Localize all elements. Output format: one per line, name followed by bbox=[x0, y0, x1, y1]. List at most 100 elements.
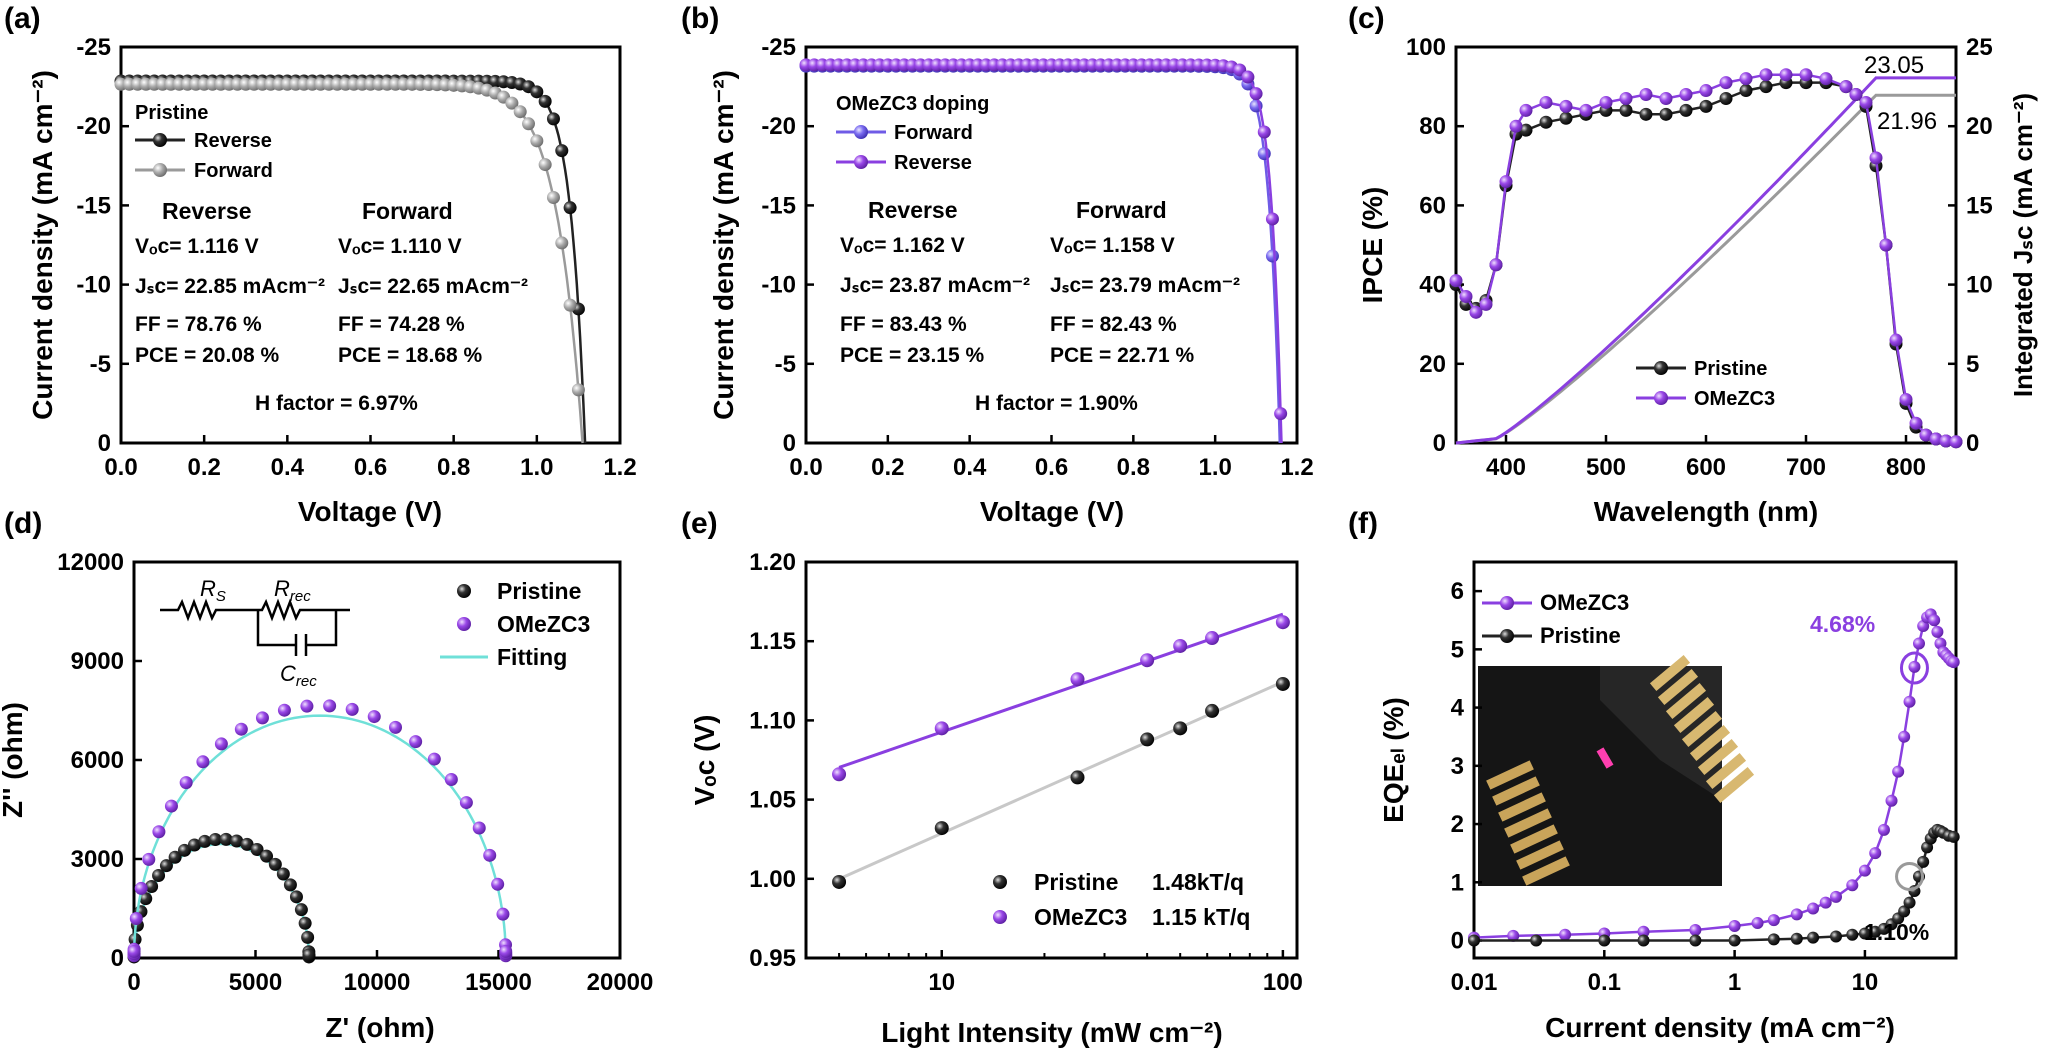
x-tick-label-a-2: 0.4 bbox=[271, 454, 305, 481]
y-tick-label-e-1: 1.00 bbox=[749, 866, 796, 893]
x-tick-label-c-2: 600 bbox=[1686, 454, 1726, 481]
data-point-f-omezc3-26 bbox=[1928, 614, 1941, 627]
y-tick-label-a-3: -15 bbox=[76, 192, 111, 219]
x-tick-label-a-0: 0.0 bbox=[104, 454, 137, 481]
b-rev-jsc: Jₛᴄ= 23.87 mAcm⁻² bbox=[840, 274, 1030, 297]
inset-photo bbox=[1478, 655, 1755, 886]
inset-pin-right-0 bbox=[1649, 655, 1691, 691]
legend-e-pristine-slope: 1.48kT/q bbox=[1152, 869, 1244, 895]
y-tick-label-b-2: -10 bbox=[761, 272, 796, 299]
legend-title-a: Pristine bbox=[135, 102, 208, 124]
data-point-f-omezc3-22 bbox=[1912, 637, 1925, 650]
plot-frame-f bbox=[1472, 560, 1958, 960]
y-tick-label-c-0: 0 bbox=[1433, 430, 1446, 457]
data-point-c-omezc3-10 bbox=[1579, 103, 1593, 117]
y-tick-label-c-1: 20 bbox=[1419, 351, 1446, 378]
legend-f-omezc3: OMeZC3 bbox=[1540, 590, 1629, 615]
data-point-c-omezc3-34 bbox=[1949, 435, 1963, 449]
series-line-a-reverse bbox=[121, 79, 587, 444]
data-point-a-forward-55 bbox=[571, 383, 585, 397]
legend-d-pristine: Pristine bbox=[497, 578, 581, 604]
b-fwd-pce: PCE = 22.71 % bbox=[1050, 344, 1194, 367]
data-point-d-pristine-8 bbox=[168, 850, 182, 864]
inset-pin-left-5 bbox=[1516, 840, 1564, 870]
y-tick-label-a-1: -5 bbox=[90, 351, 111, 378]
x-tick-label-b-1: 0.2 bbox=[871, 454, 904, 481]
x-ticks-c: 400 500 600 700 800 bbox=[1486, 435, 1926, 481]
data-point-f-pristine-28 bbox=[1947, 830, 1960, 843]
data-point-b-reverse-56 bbox=[1257, 125, 1271, 139]
data-point-a-reverse-54 bbox=[563, 201, 577, 215]
data-point-c-omezc3-28 bbox=[1889, 333, 1903, 347]
x-tick-label-c-1: 500 bbox=[1586, 454, 1626, 481]
data-point-f-pristine-0 bbox=[1468, 934, 1480, 947]
data-point-d-pristine-22 bbox=[294, 903, 308, 917]
legend-marker-a-reverse bbox=[153, 133, 167, 147]
x-ticks-a: 0.0 0.2 0.4 0.6 0.8 1.0 1.2 bbox=[104, 435, 637, 481]
b-fwd-head: Forward bbox=[1076, 197, 1167, 223]
x-tick-label-a-4: 0.8 bbox=[437, 454, 470, 481]
legend-marker-b-forward bbox=[854, 125, 868, 139]
y-tick-label-a-4: -20 bbox=[76, 113, 111, 140]
inset-emission-spot bbox=[1596, 747, 1614, 769]
x-tick-label-f-3: 10 bbox=[1852, 969, 1879, 996]
data-point-d-pristine-10 bbox=[187, 838, 201, 852]
x-tick-label-b-4: 0.8 bbox=[1117, 454, 1150, 481]
a-fwd-pce: PCE = 18.68 % bbox=[338, 344, 482, 367]
y-tick-label-b-3: -15 bbox=[761, 192, 796, 219]
circuit-rrec-label: Rrec bbox=[274, 576, 311, 605]
data-point-d-omezc3-16 bbox=[389, 720, 403, 734]
y-tick-label-a-2: -10 bbox=[76, 272, 111, 299]
x-tick-label-b-6: 1.2 bbox=[1280, 454, 1313, 481]
x-axis-label-e: Light Intensity (mW cm⁻²) bbox=[881, 1017, 1222, 1048]
legend-f: OMeZC3 Pristine bbox=[1482, 590, 1629, 648]
legend-f-pristine: Pristine bbox=[1540, 623, 1621, 648]
data-point-d-pristine-31 bbox=[302, 948, 316, 962]
circuit-rs-label: RS bbox=[200, 576, 226, 605]
inset-pin-right-5 bbox=[1689, 725, 1731, 761]
inset-pin-right-8 bbox=[1713, 767, 1755, 803]
a-fwd-jsc: Jₛᴄ= 22.65 mAcm⁻² bbox=[338, 275, 528, 298]
y-tick-label-f-1: 1 bbox=[1451, 869, 1464, 896]
panel-label-f: (f) bbox=[1348, 507, 1378, 540]
inset-pin-right-4 bbox=[1681, 711, 1723, 747]
series-group-d bbox=[127, 699, 513, 964]
series-group-c bbox=[1449, 68, 1963, 449]
x-tick-label-a-5: 1.0 bbox=[520, 454, 553, 481]
a-fwd-voc: Vₒᴄ= 1.110 V bbox=[338, 235, 462, 258]
data-point-f-omezc3-2 bbox=[1559, 928, 1572, 941]
data-point-f-omezc3-15 bbox=[1869, 847, 1882, 860]
data-point-f-pristine-3 bbox=[1637, 934, 1650, 947]
data-point-a-forward-47 bbox=[505, 96, 519, 110]
inset-pin-left-3 bbox=[1504, 808, 1552, 838]
data-point-c-omezc3-15 bbox=[1679, 88, 1693, 102]
data-point-c-omezc3-19 bbox=[1759, 68, 1773, 82]
panel-label-c: (c) bbox=[1348, 2, 1385, 35]
data-point-d-pristine-7 bbox=[159, 859, 173, 873]
data-point-d-pristine-11 bbox=[198, 834, 212, 848]
data-point-b-reverse-55 bbox=[1249, 87, 1263, 101]
y-tick-label-f-3: 3 bbox=[1451, 753, 1464, 780]
data-point-d-omezc3-21 bbox=[472, 821, 486, 835]
x-tick-label-d-3: 15000 bbox=[465, 969, 532, 996]
x-tick-label-b-0: 0.0 bbox=[789, 454, 822, 481]
inset-pin-left-6 bbox=[1522, 856, 1570, 886]
data-point-e-pristine-2 bbox=[1070, 770, 1085, 785]
y-tick-label-d-1: 3000 bbox=[71, 846, 124, 873]
data-point-d-omezc3-19 bbox=[444, 772, 458, 786]
inset-pin-right-7 bbox=[1705, 753, 1747, 789]
x-ticks-f: 0.01 0.1 1 10 bbox=[1451, 950, 1879, 996]
data-point-b-reverse-54 bbox=[1241, 70, 1255, 84]
y-tick-label-f-4: 4 bbox=[1451, 695, 1465, 722]
data-point-d-omezc3-7 bbox=[196, 755, 210, 769]
resistor-rs-rrec bbox=[160, 598, 350, 622]
data-point-c-omezc3-27 bbox=[1879, 238, 1893, 252]
params-b: Reverse Forward Vₒᴄ= 1.162 V Vₒᴄ= 1.158 … bbox=[840, 197, 1240, 415]
data-point-d-pristine-16 bbox=[250, 842, 264, 856]
data-point-d-omezc3-9 bbox=[234, 722, 248, 736]
data-point-d-omezc3-4 bbox=[152, 825, 166, 839]
legend-marker-a-forward bbox=[153, 163, 167, 177]
data-point-f-pristine-4 bbox=[1689, 934, 1702, 947]
a-fwd-head: Forward bbox=[362, 198, 453, 224]
